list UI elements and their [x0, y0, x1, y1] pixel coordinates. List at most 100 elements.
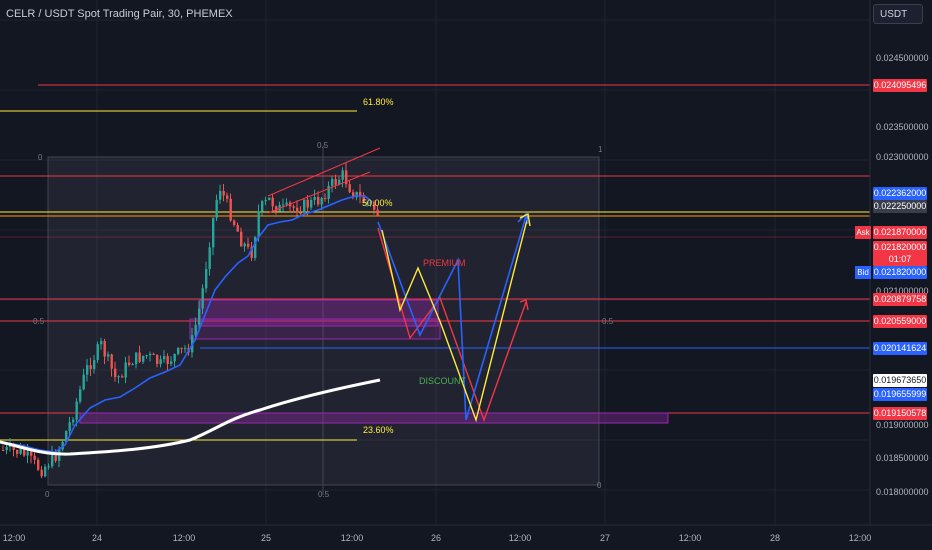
candle-body — [117, 376, 120, 378]
time-tick: 24 — [91, 533, 103, 543]
price-label-red-4: 0.019150578 — [873, 407, 927, 420]
candle-body — [362, 196, 365, 203]
candle-body — [170, 361, 173, 365]
trend-channel-lower[interactable] — [267, 171, 371, 214]
price-tick: 0.019000000 — [876, 420, 929, 430]
candle-body — [12, 444, 15, 451]
projection-path-red[interactable] — [377, 227, 527, 423]
price-tick: 0.018500000 — [876, 453, 929, 463]
candle-body — [345, 170, 348, 185]
price-label-red-top: 0.024095496 — [873, 79, 927, 92]
candle-body — [348, 184, 351, 193]
candle-body — [222, 191, 225, 196]
candle-body — [114, 368, 117, 378]
last-price-label: 0.021820000 — [873, 241, 927, 254]
candle-body — [275, 206, 278, 212]
bid-tag: Bid — [855, 266, 871, 279]
price-tick: 0.018000000 — [876, 487, 929, 497]
candle-body — [212, 217, 215, 248]
fib-236-label: 23.60% — [363, 425, 394, 435]
box-label-top-mid: 0.5 — [317, 141, 329, 150]
ask-tag: Ask — [855, 226, 871, 239]
fib-618-label: 61.80% — [363, 97, 394, 107]
purple-zone-lower[interactable] — [79, 412, 669, 424]
premium-label: PREMIUM — [423, 258, 466, 268]
price-label-blue-2: 0.020141624 — [873, 342, 927, 355]
candle-body — [205, 269, 208, 289]
candle-body — [359, 191, 362, 197]
candle-body — [184, 348, 187, 350]
candle-body — [135, 352, 138, 365]
time-tick: 26 — [430, 533, 442, 543]
discount-label: DISCOUNT — [419, 376, 467, 386]
time-tick: 12:00 — [2, 533, 26, 543]
candle-body — [247, 243, 250, 247]
candle-body — [257, 211, 260, 238]
candle-body — [128, 362, 131, 365]
candle-body — [327, 185, 330, 199]
candle-body — [89, 365, 92, 370]
box-label-bot-right: 0 — [597, 481, 602, 490]
candle-body — [82, 374, 85, 390]
candle-body — [285, 202, 288, 205]
candle-body — [271, 197, 274, 207]
candle-body — [142, 355, 145, 362]
candle-body — [208, 247, 211, 270]
candle-body — [44, 466, 47, 477]
candle-body — [9, 444, 12, 447]
candle-body — [145, 355, 148, 357]
trend-channel-upper[interactable] — [267, 147, 381, 197]
price-tick: 0.023000000 — [876, 152, 929, 162]
candlestick-series — [2, 163, 379, 479]
arrowhead-yellow — [519, 212, 531, 227]
time-tick: 12:00 — [172, 533, 196, 543]
time-tick: 25 — [260, 533, 272, 543]
candle-body — [93, 360, 96, 370]
ask-price-label: 0.021870000 — [873, 226, 927, 239]
candle-body — [166, 356, 169, 365]
candle-body — [369, 202, 372, 204]
candle-body — [198, 308, 201, 325]
time-tick: 12:00 — [678, 533, 702, 543]
candle-body — [229, 198, 232, 221]
blue-moving-average — [0, 195, 373, 453]
candle-body — [226, 195, 229, 199]
time-tick: 12:00 — [508, 533, 532, 543]
candle-body — [47, 466, 50, 468]
candle-body — [334, 178, 337, 185]
candle-body — [54, 453, 57, 461]
price-label-white-1: 0.019673650 — [873, 374, 927, 387]
candle-body — [138, 352, 141, 362]
candle-body — [366, 202, 369, 204]
projection-path-yellow[interactable] — [381, 215, 529, 423]
candle-body — [79, 389, 82, 402]
time-tick: 12:00 — [340, 533, 364, 543]
price-tick: 0.023500000 — [876, 122, 929, 132]
box-label-top-left: 0 — [38, 153, 43, 162]
candle-body — [110, 354, 113, 369]
candle-body — [233, 220, 236, 225]
time-tick: 28 — [769, 533, 781, 543]
candle-body — [159, 359, 162, 365]
candle-body — [324, 198, 327, 200]
candle-body — [131, 364, 134, 366]
candle-body — [268, 197, 271, 201]
currency-selector-button[interactable]: USDT — [873, 4, 923, 24]
candle-body — [156, 354, 159, 365]
candle-body — [338, 179, 341, 185]
candle-body — [236, 224, 239, 232]
candle-body — [149, 353, 152, 356]
candle-body — [100, 341, 103, 345]
box-label-bot-left: 0 — [45, 490, 50, 499]
candle-body — [75, 401, 78, 420]
candle-body — [341, 170, 344, 180]
candle-body — [373, 202, 376, 210]
candle-body — [352, 192, 355, 198]
candle-body — [310, 199, 313, 208]
candle-body — [215, 199, 218, 218]
purple-zone-mid[interactable] — [189, 318, 441, 340]
candle-body — [303, 199, 306, 213]
candle-body — [86, 365, 89, 375]
candle-body — [152, 353, 155, 355]
